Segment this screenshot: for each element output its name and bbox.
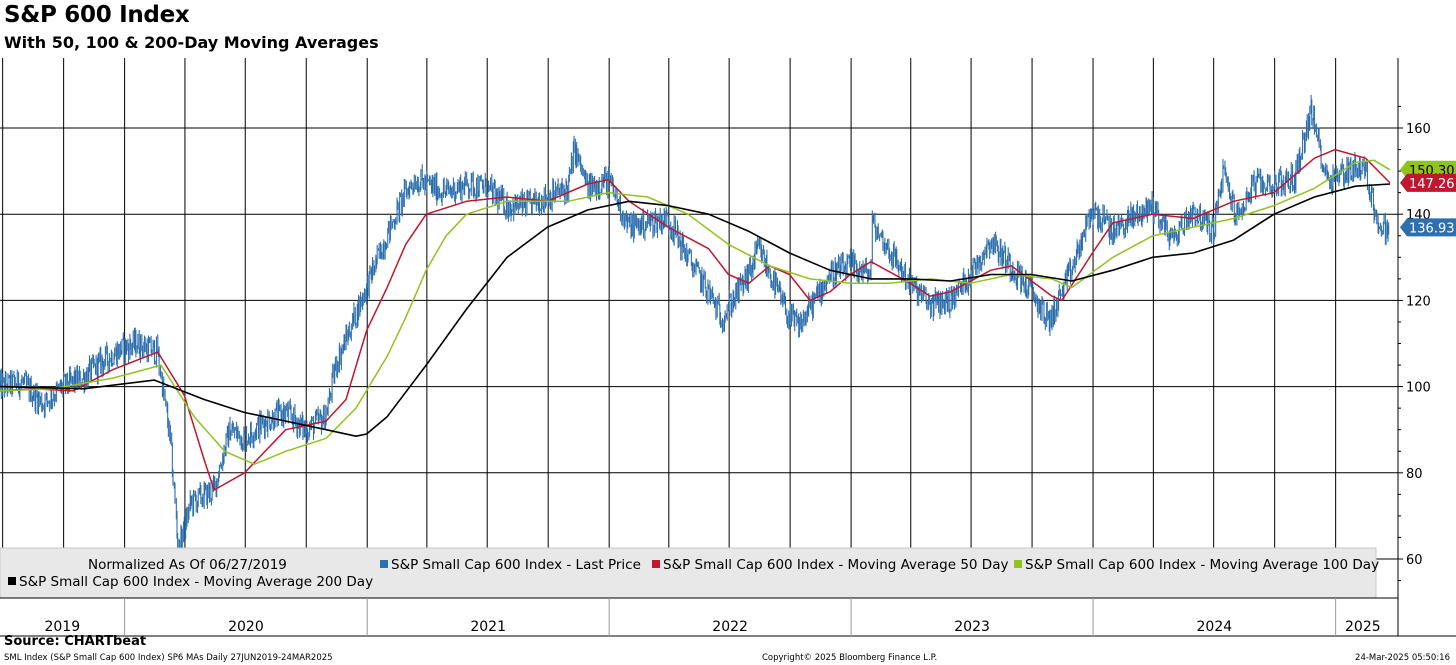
legend-box (0, 547, 1377, 599)
series-layer (0, 94, 1391, 564)
legend-swatch (8, 577, 16, 585)
y-tick-label: 120 (1406, 294, 1431, 309)
legend: Normalized As Of 06/27/2019 S&P Small Cap… (0, 547, 1379, 599)
legend-swatch (652, 560, 660, 568)
series-ma100 (0, 159, 1391, 465)
x-tick-label: 2022 (712, 619, 748, 635)
footer-timestamp: 24-Mar-2025 05:50:16 (1355, 653, 1450, 663)
series-last-price (0, 94, 1390, 564)
chart-title: S&P 600 Index (4, 2, 190, 28)
price-value-tag-bg (1400, 218, 1456, 237)
y-tick-label: 80 (1406, 467, 1423, 482)
y-tick-label: 60 (1406, 553, 1423, 568)
ma50-value-tag-text: 147.26 (1409, 177, 1455, 192)
x-tick-label: 2025 (1345, 619, 1381, 635)
legend-swatch (380, 560, 388, 568)
source-note: Source: CHARTbeat (4, 634, 147, 649)
y-tick-label: 100 (1406, 381, 1431, 396)
x-tick-label: 2019 (44, 619, 80, 635)
x-tick-label: 2023 (954, 619, 990, 635)
footer-left: SML Index (S&P Small Cap 600 Index) SP6 … (4, 653, 333, 663)
x-tick-label: 2021 (470, 619, 506, 635)
series-ma200 (0, 183, 1391, 437)
price-value-tag-text: 136.93 (1409, 221, 1455, 236)
ma50-value-tag-bg (1400, 173, 1456, 192)
normalized-note: Normalized As Of 06/27/2019 (88, 557, 287, 573)
legend-label: S&P Small Cap 600 Index - Last Price (391, 557, 641, 573)
price-value-tag: 136.93 (1400, 218, 1456, 237)
ma50-value-tag: 147.26 (1400, 173, 1456, 192)
y-tick-label: 160 (1406, 122, 1431, 137)
grid-layer (0, 58, 1398, 598)
legend-label: S&P Small Cap 600 Index - Moving Average… (1025, 557, 1379, 573)
chart-subtitle: With 50, 100 & 200-Day Moving Averages (4, 33, 379, 52)
x-tick-label: 2024 (1197, 619, 1233, 635)
legend-label: S&P Small Cap 600 Index - Moving Average… (19, 574, 373, 590)
series-ma50 (0, 148, 1391, 491)
legend-label: S&P Small Cap 600 Index - Moving Average… (663, 557, 1008, 573)
footer-copyright: Copyright© 2025 Bloomberg Finance L.P. (762, 653, 938, 663)
x-tick-label: 2020 (228, 619, 264, 635)
legend-swatch (1014, 560, 1022, 568)
